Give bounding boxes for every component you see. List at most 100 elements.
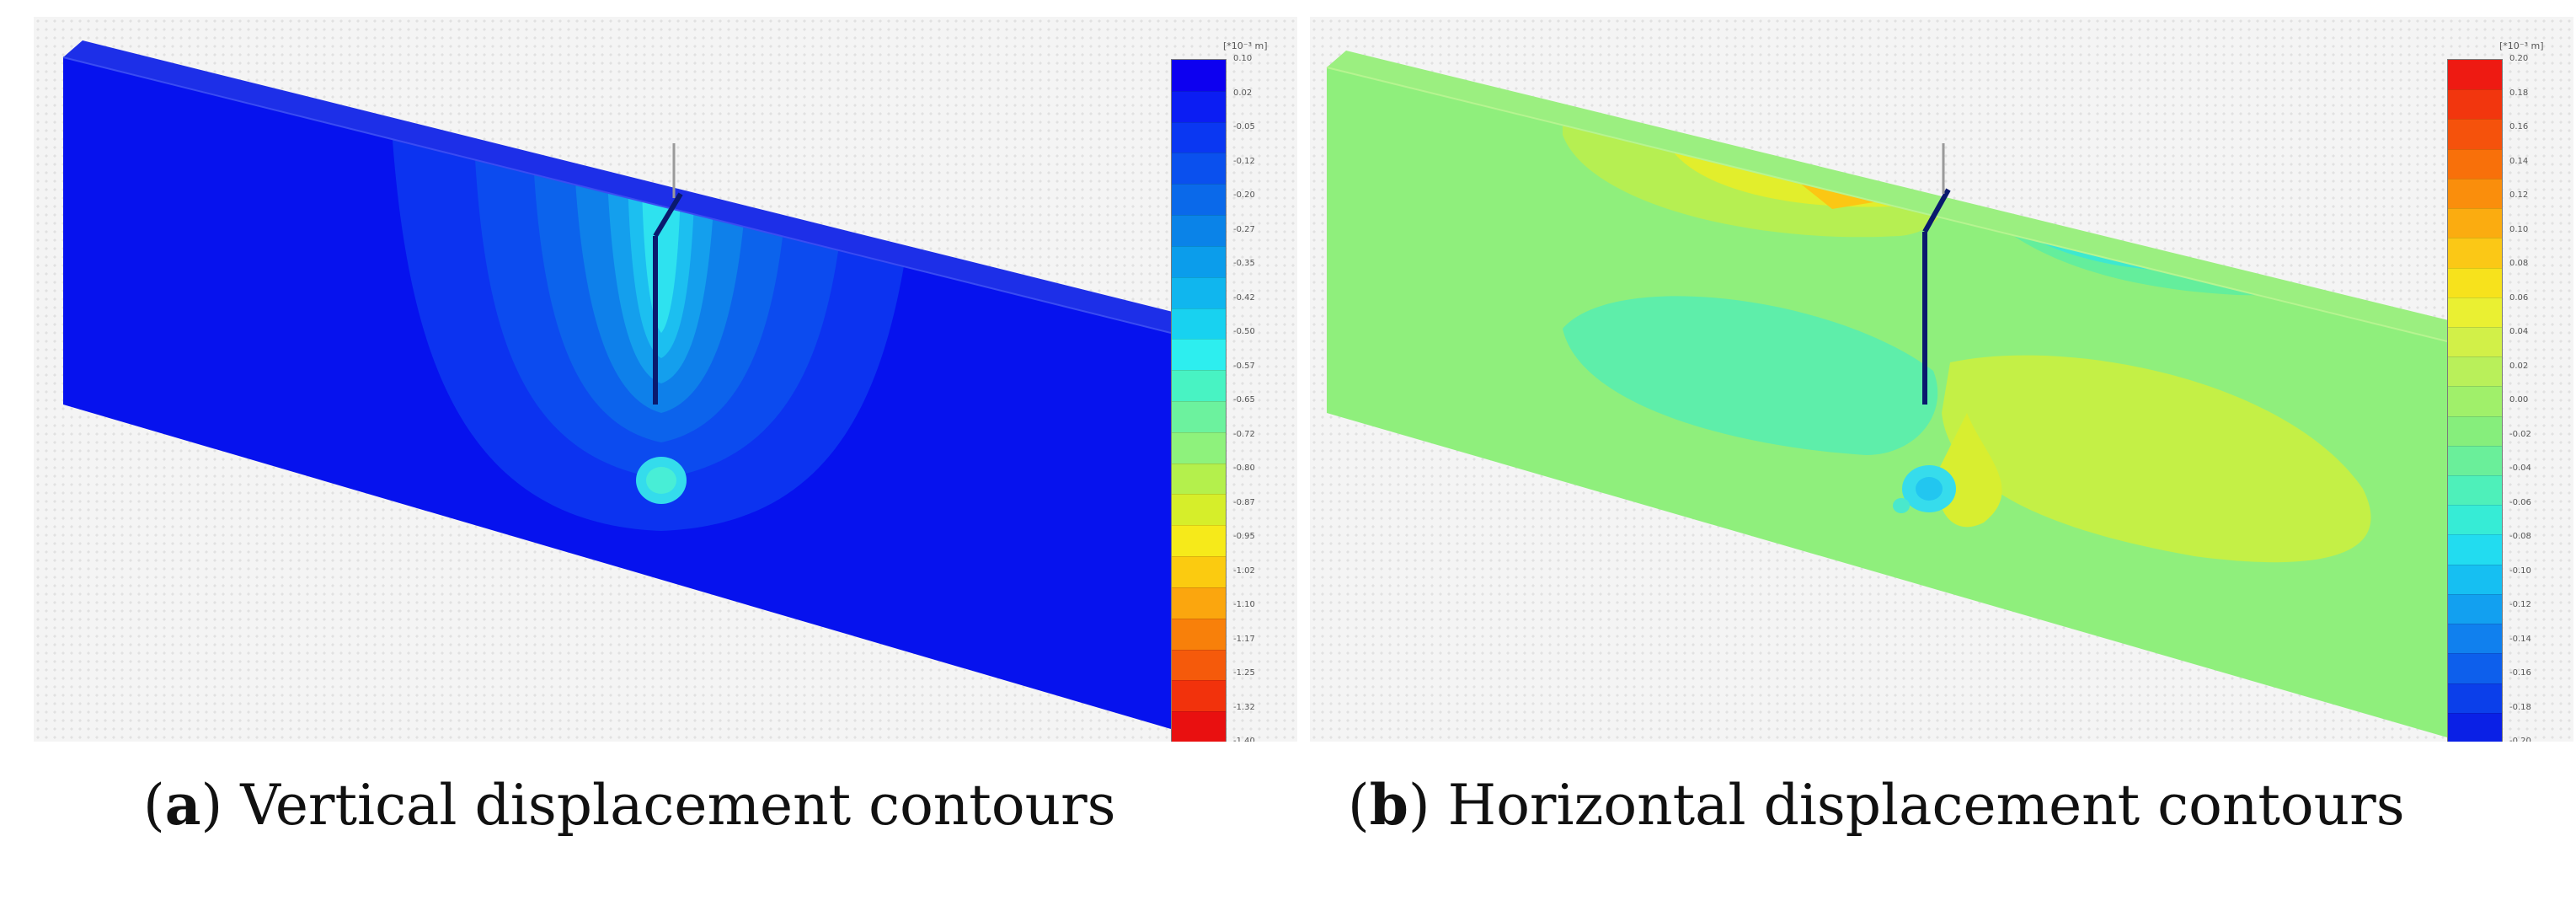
- legend-swatch: [2448, 415, 2502, 447]
- legend-tick-label: 0.06: [2509, 292, 2529, 303]
- model-top-face: [63, 40, 1189, 333]
- legend-tick-label: -0.80: [1233, 464, 1255, 473]
- legend-tick-label: 0.14: [2509, 156, 2529, 166]
- caption-b: (b) Horizontal displacement contours: [1348, 772, 2405, 838]
- legend-swatch: [1172, 649, 1226, 681]
- vertical-displacement-model: [62, 40, 1189, 729]
- legend-tick-label: 0.08: [2509, 259, 2529, 268]
- legend-tick-label: 0.16: [2509, 122, 2529, 131]
- horizontal-displacement-panel: [*10⁻³ m] 0.20 0.18 0.16 0.14 0.12 0.10 0.08 0.…: [1310, 17, 2573, 742]
- legend-swatch: [1172, 308, 1226, 340]
- legend-swatch: [1172, 90, 1226, 123]
- legend-swatch: [1172, 401, 1226, 433]
- pile-head: [653, 192, 683, 238]
- legend-swatch: [2448, 60, 2502, 90]
- legend-tick-label: -0.06: [2509, 497, 2531, 507]
- vertical-legend: [*10⁻³ m] 0.10 0.02 -0.05 -0.12 -0.20 -0.27 -0…: [1171, 40, 1293, 742]
- legend-tick-label: 0.18: [2509, 88, 2529, 98]
- legend-tick-label: -0.27: [1233, 224, 1255, 234]
- legend-swatch: [2448, 89, 2502, 120]
- legend-tick-label: -0.10: [2509, 565, 2531, 576]
- legend-tick-label: 0.00: [2509, 395, 2529, 405]
- vertical-displacement-panel: [*10⁻³ m] 0.10 0.02 -0.05 -0.12 -0.20 -0.27 -0…: [34, 17, 1297, 742]
- legend-tick-label: 0.02: [2509, 361, 2529, 371]
- legend-tick-label: -0.57: [1233, 361, 1255, 371]
- legend-tick-label: -0.42: [1233, 292, 1255, 303]
- legend-swatch: [1172, 215, 1226, 247]
- caption-text: Vertical displacement contours: [240, 773, 1116, 838]
- legend-tick-label: -0.14: [2509, 634, 2531, 644]
- legend-swatch: [1172, 60, 1226, 92]
- legend-swatch: [1172, 556, 1226, 588]
- legend-swatch: [1172, 276, 1226, 309]
- legend-swatch: [2448, 297, 2502, 328]
- legend-tick-label: -1.25: [1233, 668, 1255, 678]
- legend-swatch: [2448, 326, 2502, 357]
- legend-swatch: [2448, 593, 2502, 624]
- legend-tick-label: -0.04: [2509, 464, 2531, 473]
- legend-colorbar: [1171, 59, 1227, 742]
- legend-unit-label: [*10⁻³ m]: [2499, 40, 2544, 51]
- legend-tick-label: -1.17: [1233, 634, 1255, 644]
- legend-swatch: [2448, 653, 2502, 684]
- legend-swatch: [1172, 587, 1226, 619]
- legend-tick-label: -0.50: [1233, 327, 1255, 336]
- pile-head: [1922, 188, 1951, 233]
- legend-tick-label: -1.40: [1233, 737, 1255, 742]
- legend-tick-label: -0.87: [1233, 497, 1255, 507]
- legend-tick-label: -0.72: [1233, 429, 1255, 439]
- horizontal-legend: [*10⁻³ m] 0.20 0.18 0.16 0.14 0.12 0.10 0.08 0.…: [2447, 40, 2569, 742]
- caption-text: Horizontal displacement contours: [1447, 773, 2405, 838]
- legend-swatch: [2448, 267, 2502, 298]
- model-edge: [62, 56, 1172, 334]
- legend-tick-label: -0.35: [1233, 259, 1255, 268]
- legend-tick-label: -0.02: [2509, 429, 2531, 439]
- legend-swatch: [1172, 184, 1226, 216]
- legend-tick-label: -0.12: [1233, 156, 1255, 166]
- model-edge: [1326, 67, 2448, 342]
- legend-swatch: [2448, 356, 2502, 387]
- legend-swatch: [2448, 505, 2502, 535]
- legend-swatch: [1172, 431, 1226, 464]
- legend-colorbar: [2447, 59, 2503, 742]
- model-top-face: [1327, 51, 2466, 341]
- legend-tick-label: -0.20: [2509, 737, 2531, 742]
- legend-swatch: [2448, 238, 2502, 268]
- legend-swatch: [2448, 178, 2502, 209]
- legend-swatch: [2448, 534, 2502, 565]
- legend-swatch: [1172, 245, 1226, 278]
- legend-tick-label: -0.12: [2509, 600, 2531, 609]
- legend-swatch: [1172, 339, 1226, 371]
- legend-swatch: [2448, 712, 2502, 742]
- legend-swatch: [2448, 445, 2502, 476]
- legend-tick-label: -0.95: [1233, 532, 1255, 541]
- legend-swatch: [2448, 208, 2502, 238]
- caption-a: (a) Vertical displacement contours: [143, 772, 1116, 838]
- legend-swatch: [1172, 153, 1226, 185]
- legend-tick-label: -0.05: [1233, 122, 1255, 131]
- legend-swatch: [1172, 463, 1226, 495]
- legend-tick-label: 0.10: [1233, 54, 1253, 63]
- legend-tick-label: 0.04: [2509, 327, 2529, 336]
- legend-tick-label: -0.16: [2509, 668, 2531, 678]
- legend-tick-label: 0.20: [2509, 54, 2529, 63]
- legend-swatch: [1172, 494, 1226, 526]
- legend-swatch: [1172, 711, 1226, 742]
- legend-tick-label: -0.65: [1233, 395, 1255, 405]
- legend-tick-label: -1.02: [1233, 565, 1255, 576]
- legend-swatch: [2448, 624, 2502, 654]
- legend-swatch: [2448, 148, 2502, 180]
- caption-letter: a: [164, 772, 201, 838]
- legend-swatch: [1172, 618, 1226, 651]
- legend-swatch: [1172, 525, 1226, 557]
- legend-swatch: [2448, 475, 2502, 506]
- legend-tick-label: -0.20: [1233, 190, 1255, 200]
- caption-letter: b: [1369, 772, 1408, 838]
- legend-tick-label: 0.10: [2509, 224, 2529, 234]
- legend-swatch: [1172, 680, 1226, 712]
- legend-tick-label: 0.12: [2509, 190, 2529, 200]
- legend-tick-label: -0.08: [2509, 532, 2531, 541]
- legend-swatch: [2448, 119, 2502, 150]
- legend-tick-label: 0.02: [1233, 88, 1253, 98]
- horizontal-displacement-model: [1326, 51, 2466, 737]
